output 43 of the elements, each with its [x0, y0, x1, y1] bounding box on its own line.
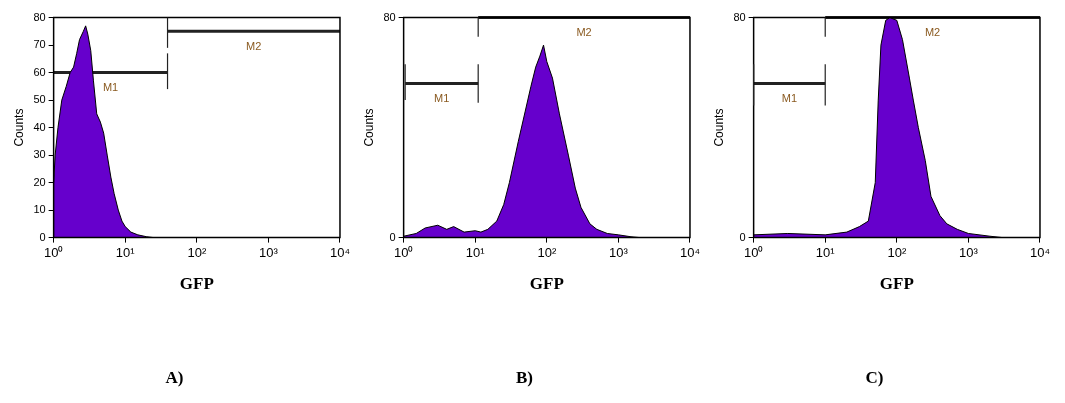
x-tick-label: 10³ — [258, 244, 279, 260]
series-label: M2 — [246, 39, 262, 52]
y-axis-title: Counts — [361, 108, 376, 147]
y-tick-label: 80 — [33, 10, 46, 23]
x-tick-label: 10³ — [608, 244, 629, 260]
series-label: M2 — [576, 26, 592, 39]
y-tick-label: 20 — [33, 175, 46, 188]
x-tick-label: 10⁰ — [43, 244, 64, 260]
y-tick-label: 70 — [33, 38, 46, 51]
x-axis-title: GFP — [179, 273, 214, 293]
text: B) — [516, 368, 533, 388]
y-tick-label: 80 — [733, 10, 746, 23]
x-axis-title: GFP — [529, 273, 564, 293]
x-tick-label: 10² — [187, 244, 207, 260]
text: C) — [865, 368, 884, 388]
y-tick-label: 80 — [383, 10, 396, 23]
x-tick-label: 10¹ — [815, 244, 836, 260]
x-tick-label: 10¹ — [465, 244, 486, 260]
y-tick-label: 0 — [739, 230, 746, 243]
series-label: M1 — [102, 81, 119, 94]
x-tick-label: 10² — [887, 244, 907, 260]
y-axis-title: Counts — [711, 108, 726, 147]
text: A) — [165, 368, 184, 388]
x-tick-label: 10⁴ — [1029, 244, 1050, 260]
x-tick-label: 10¹ — [115, 244, 136, 260]
x-axis-title: GFP — [879, 273, 914, 293]
y-tick-label: 50 — [33, 93, 46, 106]
y-tick-label: 60 — [33, 65, 46, 78]
y-tick-label: 30 — [33, 148, 46, 161]
series-label: M2 — [924, 26, 941, 39]
x-tick-label: 10⁰ — [393, 244, 414, 260]
x-tick-label: 10⁴ — [329, 244, 350, 260]
x-tick-label: 10⁴ — [679, 244, 700, 260]
y-tick-label: 0 — [39, 230, 46, 243]
series-label: M1 — [434, 92, 450, 105]
series-label: M1 — [781, 92, 798, 105]
y-tick-label: 10 — [33, 203, 46, 216]
x-tick-label: 10² — [537, 244, 557, 260]
y-axis-title: Counts — [11, 108, 26, 147]
x-tick-label: 10⁰ — [743, 244, 764, 260]
y-tick-label: 0 — [389, 230, 396, 243]
x-tick-label: 10³ — [958, 244, 979, 260]
y-tick-label: 40 — [33, 120, 46, 133]
